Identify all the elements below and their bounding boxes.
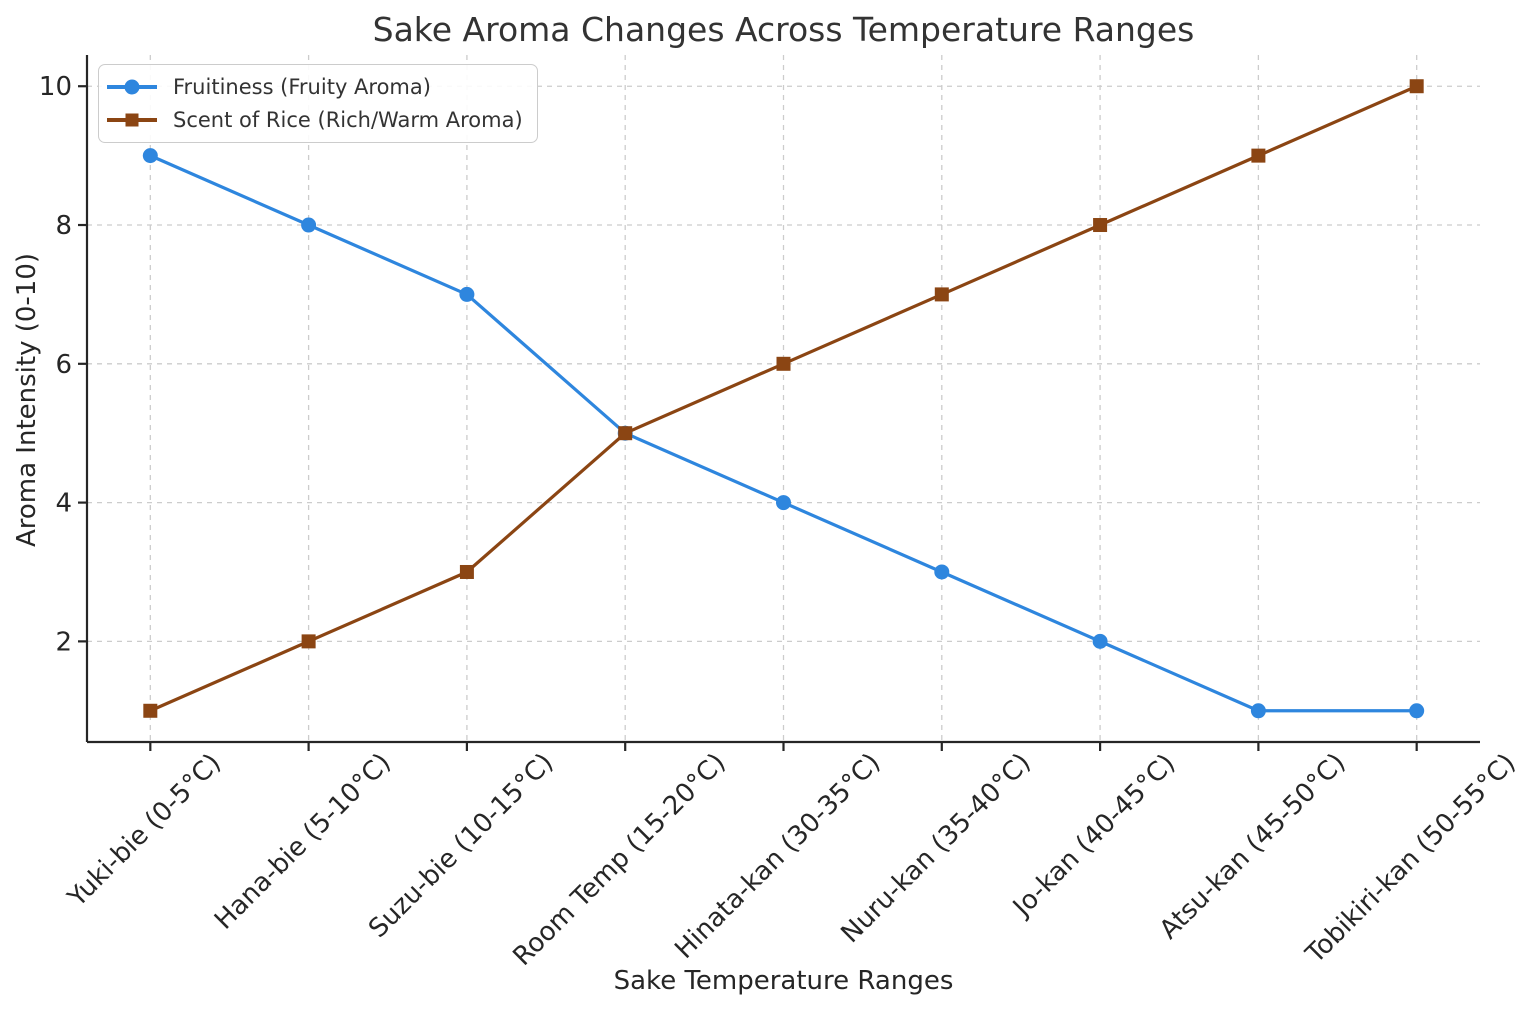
- x-tick-label: Atsu-kan (45-50°C): [1154, 748, 1351, 945]
- chart-title: Sake Aroma Changes Across Temperature Ra…: [372, 10, 1195, 49]
- y-tick-label: 6: [55, 350, 72, 380]
- x-tick-label: Jo-kan (40-45°C): [1006, 748, 1181, 923]
- data-point: [143, 703, 158, 718]
- data-point: [934, 564, 950, 580]
- legend-swatch-fruitiness: [107, 73, 157, 101]
- circle-marker-icon: [124, 79, 140, 95]
- square-marker-icon: [125, 113, 139, 127]
- data-point: [1251, 148, 1266, 163]
- y-axis-title: Aroma Intensity (0-10): [12, 252, 42, 548]
- legend-item-fruitiness: Fruitiness (Fruity Aroma): [107, 73, 523, 101]
- legend-label: Scent of Rice (Rich/Warm Aroma): [173, 108, 523, 132]
- legend-label: Fruitiness (Fruity Aroma): [173, 75, 431, 99]
- data-point: [1092, 633, 1108, 649]
- legend: Fruitiness (Fruity Aroma) Scent of Rice …: [98, 64, 538, 143]
- data-point: [618, 426, 633, 441]
- legend-item-scent-of-rice: Scent of Rice (Rich/Warm Aroma): [107, 106, 523, 134]
- x-tick-label: Yuki-bie (0-5°C): [62, 748, 227, 913]
- data-point: [1093, 218, 1108, 233]
- legend-swatch-scent-of-rice: [107, 106, 157, 134]
- data-point: [301, 217, 317, 233]
- x-axis-title: Sake Temperature Ranges: [613, 966, 954, 996]
- data-point: [459, 286, 475, 302]
- data-point: [934, 287, 949, 302]
- data-point: [1409, 79, 1424, 94]
- y-tick-label: 2: [55, 627, 72, 657]
- data-point: [301, 634, 316, 649]
- data-point: [142, 148, 158, 164]
- x-tick-label: Hana-bie (5-10°C): [209, 748, 397, 936]
- x-tick-label: Suzu-bie (10-15°C): [363, 748, 559, 944]
- y-tick-label: 4: [55, 489, 72, 519]
- y-tick-label: 10: [39, 72, 72, 102]
- data-point: [459, 564, 474, 579]
- data-point: [1250, 703, 1266, 719]
- data-point: [1409, 703, 1425, 719]
- data-point: [776, 356, 791, 371]
- data-point: [776, 495, 791, 511]
- y-tick-label: 8: [55, 211, 72, 241]
